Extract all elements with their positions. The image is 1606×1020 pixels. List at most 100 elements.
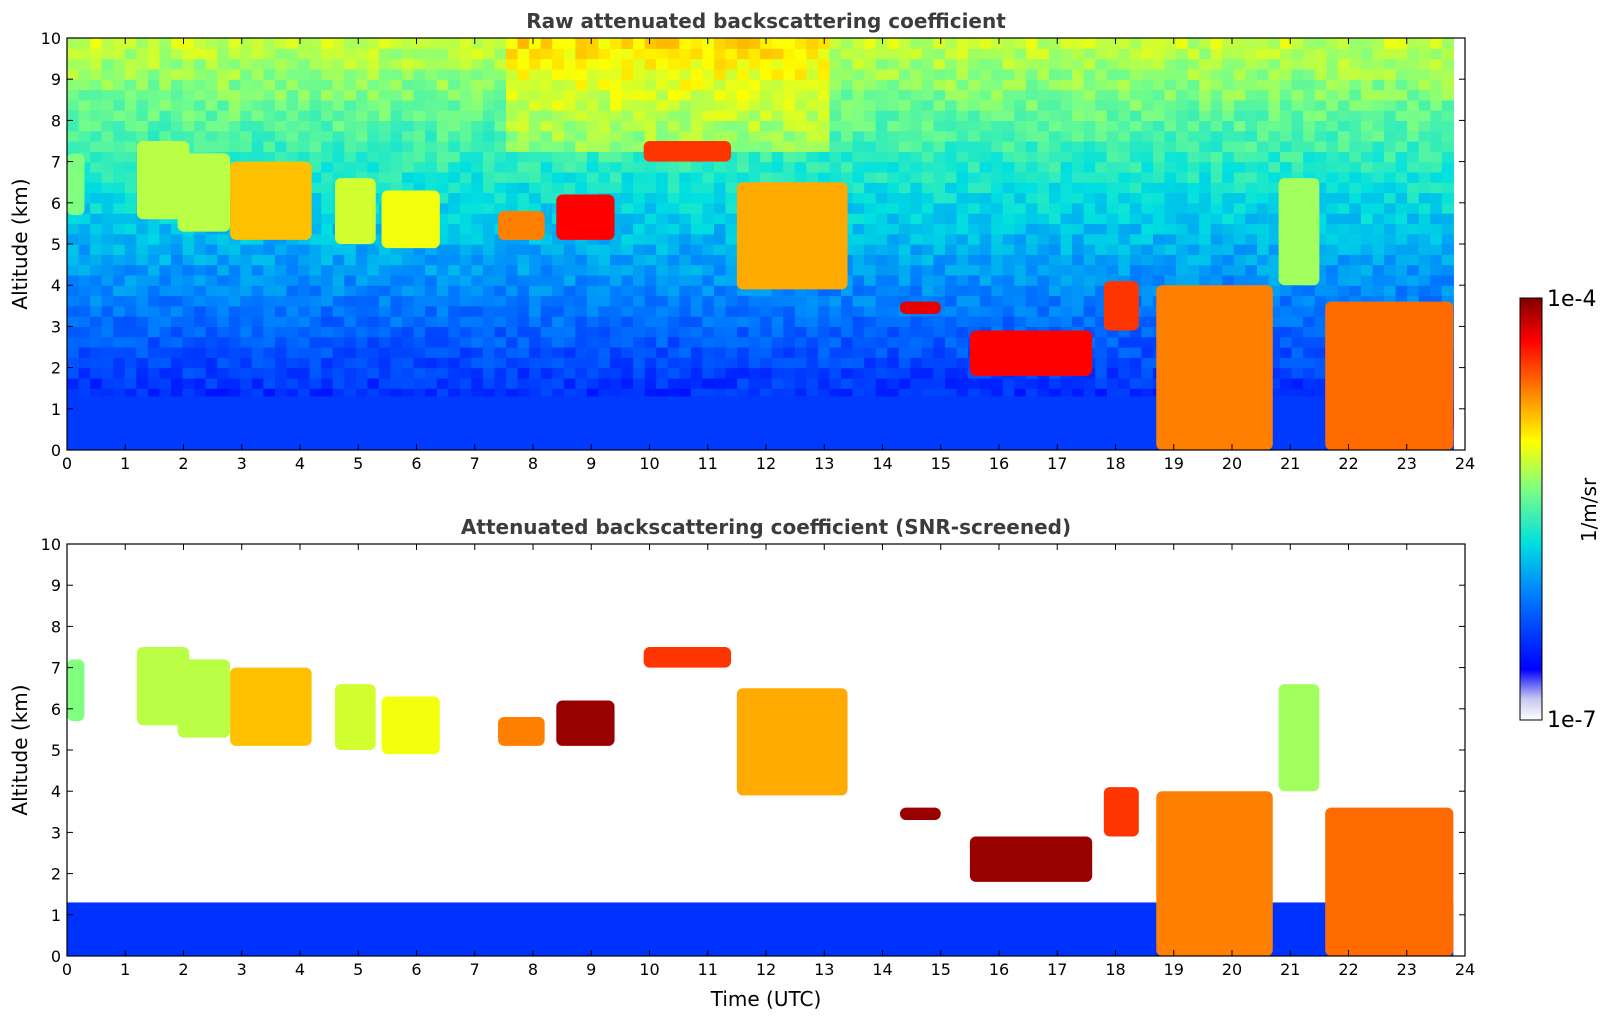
background-cell <box>887 388 900 400</box>
background-cell <box>355 141 368 152</box>
background-cell <box>217 110 230 121</box>
background-cell <box>529 58 542 70</box>
background-cell <box>586 130 600 142</box>
background-cell <box>147 244 161 255</box>
background-cell <box>1268 367 1281 379</box>
background-cell <box>633 357 646 369</box>
background-cell <box>875 192 888 204</box>
background-cell <box>217 274 230 286</box>
background-cell <box>378 38 392 49</box>
background-cell <box>783 99 796 111</box>
background-cell <box>586 367 600 379</box>
background-cell <box>968 244 981 255</box>
background-cell <box>321 48 334 60</box>
background-cell <box>448 48 461 60</box>
background-cell <box>598 171 611 183</box>
background-cell <box>1141 336 1154 348</box>
background-cell <box>794 89 807 101</box>
background-cell <box>67 285 80 297</box>
background-cell <box>436 336 449 348</box>
background-cell <box>540 192 553 204</box>
feature-cell <box>736 688 848 796</box>
background-cell <box>1129 213 1143 224</box>
background-cell <box>921 347 935 358</box>
background-cell <box>506 130 519 142</box>
background-cell <box>968 130 981 142</box>
background-cell <box>459 223 472 235</box>
background-cell <box>1002 388 1015 400</box>
background-cell <box>1233 151 1246 163</box>
background-cell <box>344 99 357 111</box>
background-cell <box>506 254 519 266</box>
background-cell <box>205 274 218 286</box>
background-cell <box>1002 161 1015 173</box>
background-cell <box>378 120 392 132</box>
background-cell <box>1407 202 1420 214</box>
y-tick-label: 10 <box>41 29 61 48</box>
background-cell <box>898 285 911 297</box>
background-cell <box>633 89 646 101</box>
background-cell <box>170 295 184 307</box>
background-cell <box>933 48 946 60</box>
background-cell <box>355 38 368 49</box>
background-cell <box>413 130 426 142</box>
background-cell <box>1187 110 1200 121</box>
background-cell <box>194 357 207 369</box>
background-cell <box>1152 233 1166 245</box>
background-cell <box>702 58 715 70</box>
background-cell <box>1002 120 1015 132</box>
background-cell <box>875 130 888 142</box>
background-cell <box>898 38 911 49</box>
background-cell <box>355 274 368 286</box>
background-cell <box>1141 151 1154 163</box>
background-cell <box>1395 120 1408 132</box>
background-cell <box>771 367 784 379</box>
background-cell <box>1072 305 1085 317</box>
background-cell <box>136 89 149 101</box>
background-cell <box>1384 161 1397 173</box>
background-cell <box>921 141 935 152</box>
background-cell <box>968 110 981 121</box>
background-cell <box>506 326 519 338</box>
background-cell <box>552 68 565 80</box>
background-cell <box>910 182 923 194</box>
background-cell <box>529 274 542 286</box>
background-cell <box>402 305 415 317</box>
background-cell <box>1187 161 1200 173</box>
background-cell <box>956 295 969 307</box>
background-cell <box>194 233 207 245</box>
background-cell <box>771 151 784 163</box>
background-cell <box>517 99 530 111</box>
background-cell <box>817 377 831 389</box>
background-cell <box>459 377 472 389</box>
background-cell <box>436 48 449 60</box>
background-cell <box>1418 151 1431 163</box>
background-cell <box>1430 213 1443 224</box>
background-cell <box>413 388 426 400</box>
background-cell <box>771 285 784 297</box>
background-cell <box>621 38 634 49</box>
background-cell <box>806 171 819 183</box>
background-cell <box>1002 38 1015 49</box>
panel-raw-heatmap <box>67 38 1454 450</box>
background-cell <box>1141 254 1154 266</box>
background-cell <box>1176 171 1189 183</box>
background-cell <box>817 295 831 307</box>
background-cell <box>355 388 368 400</box>
background-cell <box>274 38 288 49</box>
background-cell <box>540 161 553 173</box>
background-cell <box>101 316 114 327</box>
background-cell <box>875 182 888 194</box>
background-cell <box>286 264 299 276</box>
background-cell <box>540 274 553 286</box>
background-cell <box>459 285 472 297</box>
background-cell <box>194 305 207 317</box>
background-cell <box>552 316 565 327</box>
background-cell <box>448 347 461 358</box>
background-cell <box>737 79 750 91</box>
background-cell <box>344 357 357 369</box>
background-cell <box>1326 213 1339 224</box>
background-cell <box>598 347 611 358</box>
background-cell <box>147 89 161 101</box>
